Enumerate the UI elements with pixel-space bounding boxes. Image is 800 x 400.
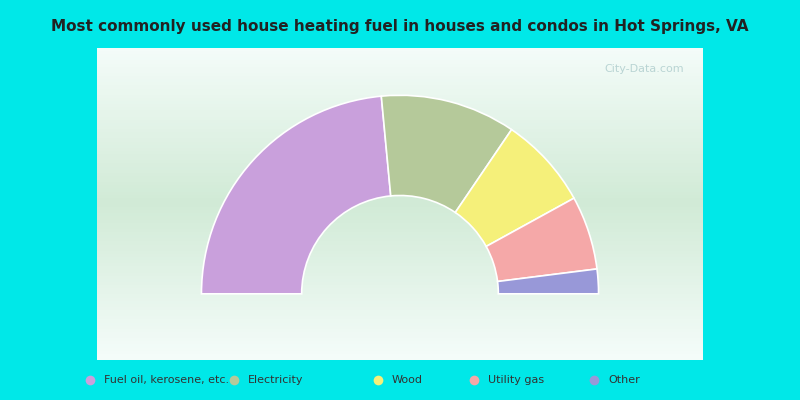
Wedge shape — [498, 269, 598, 294]
Wedge shape — [202, 96, 390, 294]
Wedge shape — [382, 95, 511, 212]
Text: City-Data.com: City-Data.com — [605, 64, 684, 74]
Text: Other: Other — [608, 375, 640, 385]
Wedge shape — [486, 198, 597, 282]
Text: Electricity: Electricity — [248, 375, 303, 385]
Text: Wood: Wood — [392, 375, 423, 385]
Wedge shape — [455, 130, 574, 246]
Text: Fuel oil, kerosene, etc.: Fuel oil, kerosene, etc. — [104, 375, 229, 385]
Text: Most commonly used house heating fuel in houses and condos in Hot Springs, VA: Most commonly used house heating fuel in… — [51, 19, 749, 34]
Text: Utility gas: Utility gas — [488, 375, 544, 385]
